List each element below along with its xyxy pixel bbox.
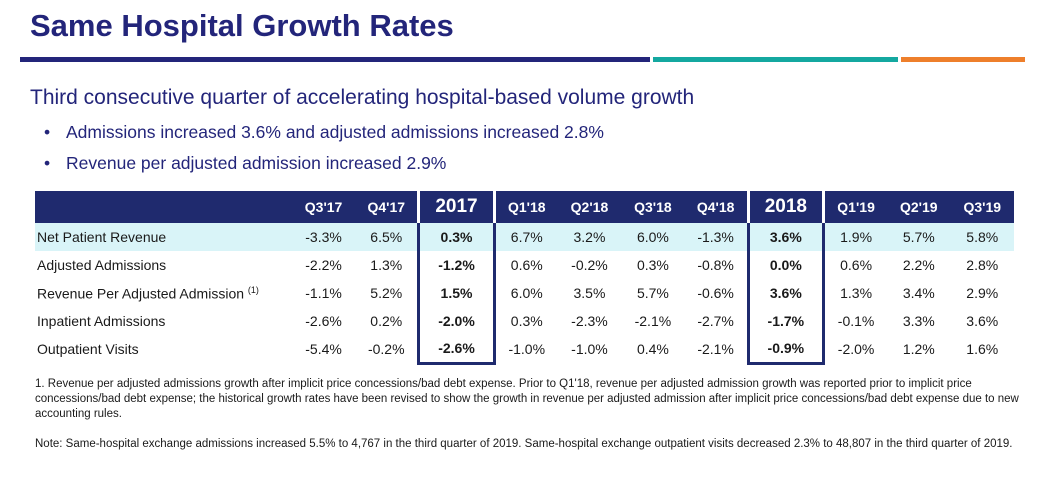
row-label-text: Revenue Per Adjusted Admission [37,285,245,302]
table-cell: -1.0% [571,341,608,357]
table-cell: -0.6% [697,285,734,301]
table-cell: 3.6% [966,313,999,329]
column-header: Q3'18 [634,199,672,215]
column-header: Q1'19 [837,199,875,215]
table-cell: 0.2% [370,313,403,329]
table-cell: 6.7% [510,229,543,245]
table-cell: 5.7% [636,285,669,301]
table-cell: -5.4% [305,341,342,357]
note-text: Note: Same-hospital exchange admissions … [35,438,1013,450]
footnote-marker: (1) [247,284,259,295]
table-cell: 2.9% [966,285,999,301]
table-cell: 6.0% [510,285,543,301]
table-cell: -2.0% [837,341,875,357]
row-label: Net Patient Revenue [37,229,167,245]
table-cell: 1.2% [902,341,935,357]
page-title: Same Hospital Growth Rates [30,8,454,43]
column-header: Q3'17 [304,199,343,215]
column-header: Q3'19 [963,199,1002,215]
table-cell-year: 3.6% [746,223,826,251]
table-cell: 6.5% [370,229,403,245]
table-cell: -2.3% [571,313,608,329]
table-cell: -0.2% [367,341,405,357]
table-cell-year: -1.7% [746,307,826,335]
table-row: Adjusted Admissions -2.2% 1.3% -1.2% 0.6… [35,251,1014,279]
footnote-text: 1. Revenue per adjusted admissions growt… [35,378,1019,420]
table-cell: 3.5% [573,285,606,301]
column-header: Q2'18 [570,199,609,215]
table-cell: -1.3% [697,229,734,245]
table-cell: -2.2% [305,257,342,273]
table-cell: -2.1% [634,313,672,329]
table-cell: 3.4% [902,285,935,301]
table-cell-year: 1.5% [417,279,496,307]
table-cell: -1.0% [508,341,546,357]
table-cell: 1.9% [840,229,873,245]
teal-divider [653,57,898,62]
table-cell: 5.7% [902,229,935,245]
table-cell: 5.2% [370,285,403,301]
table-cell: -3.3% [305,229,342,245]
column-header: Q4'17 [367,199,406,215]
table-cell: -0.8% [697,257,734,273]
column-header: Q2'19 [900,199,938,215]
column-header-year: 2018 [746,191,826,223]
column-header: Q1'18 [507,199,546,215]
table-cell-year: -2.0% [417,307,496,335]
table-row: Net Patient Revenue -3.3% 6.5% 0.3% 6.7%… [35,223,1014,251]
header-blank [35,191,292,223]
table-cell: -0.1% [837,313,875,329]
table-cell: 1.3% [840,285,873,301]
table-cell-year: 0.3% [417,223,496,251]
table-row: Outpatient Visits -5.4% -0.2% -2.6% -1.0… [35,335,1014,365]
table-cell-year: 3.6% [746,279,826,307]
table-cell-year: 0.0% [746,251,826,279]
table-cell: 5.8% [966,229,999,245]
table-cell: -2.7% [697,313,734,329]
table-cell: -1.1% [305,285,342,301]
orange-divider [901,57,1025,62]
table-cell: 0.3% [510,313,543,329]
navy-divider [20,57,650,62]
table-cell: 2.8% [966,257,999,273]
growth-rates-table: Q3'17 Q4'17 2017 Q1'18 Q2'18 Q3'18 Q4'18… [35,191,1014,365]
table-cell: 0.4% [636,341,669,357]
row-label: Adjusted Admissions [37,257,167,273]
bullet-dot: • [44,153,51,173]
table-cell: 0.3% [636,257,669,273]
bullet-item: • Revenue per adjusted admission increase… [44,150,604,181]
table-cell: 6.0% [636,229,669,245]
row-label: Inpatient Admissions [37,313,166,329]
table-cell: -0.2% [571,257,608,273]
table-cell: 0.6% [510,257,543,273]
table-cell-year: -1.2% [417,251,496,279]
row-label: Outpatient Visits [37,341,139,357]
table-cell-year: -2.6% [417,335,496,365]
column-header-year: 2017 [417,191,496,223]
bullet-text: Admissions increased 3.6% and adjusted a… [66,122,604,142]
table-cell: -2.1% [697,341,734,357]
column-header: Q4'18 [696,199,735,215]
subtitle: Third consecutive quarter of acceleratin… [30,86,695,109]
table-cell: 1.6% [966,341,999,357]
bullet-text: Revenue per adjusted admission increased… [66,153,447,173]
table-cell: -2.6% [305,313,342,329]
bullet-list: • Admissions increased 3.6% and adjusted … [44,119,604,181]
table-cell: 1.3% [370,257,403,273]
table-cell: 3.3% [902,313,935,329]
table-cell: 2.2% [902,257,935,273]
bullet-dot: • [44,122,51,142]
table-row: Inpatient Admissions -2.6% 0.2% -2.0% 0.… [35,307,1014,335]
row-label: Revenue Per Adjusted Admission (1) [35,279,292,307]
table-cell-year: -0.9% [746,335,826,365]
table-row: Revenue Per Adjusted Admission (1) -1.1%… [35,279,1014,307]
table-cell: 0.6% [840,257,873,273]
table-cell: 3.2% [573,229,606,245]
table-header-row: Q3'17 Q4'17 2017 Q1'18 Q2'18 Q3'18 Q4'18… [35,191,1014,223]
bullet-item: • Admissions increased 3.6% and adjusted … [44,119,604,150]
